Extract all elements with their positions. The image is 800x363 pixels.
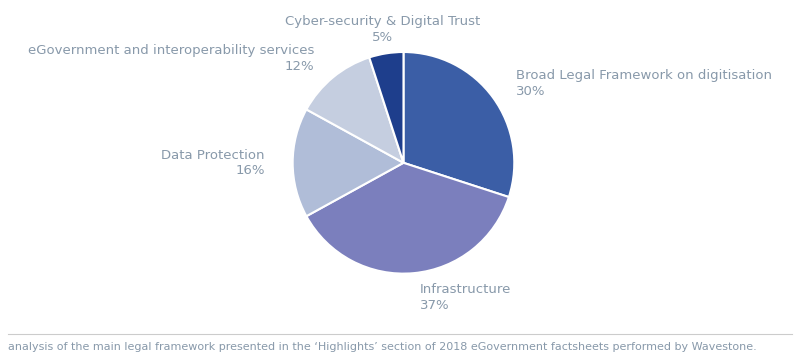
Text: 5%: 5% (372, 30, 393, 44)
Text: eGovernment and interoperability services: eGovernment and interoperability service… (28, 44, 314, 57)
Wedge shape (306, 57, 403, 163)
Text: 30%: 30% (516, 85, 546, 98)
Wedge shape (370, 52, 403, 163)
Text: analysis of the main legal framework presented in the ‘Highlights’ section of 20: analysis of the main legal framework pre… (8, 342, 757, 352)
Wedge shape (306, 163, 509, 274)
Text: 16%: 16% (235, 164, 265, 177)
Wedge shape (403, 52, 514, 197)
Text: Data Protection: Data Protection (162, 148, 265, 162)
Text: 37%: 37% (419, 299, 449, 312)
Text: Infrastructure: Infrastructure (419, 283, 511, 296)
Text: 12%: 12% (284, 60, 314, 73)
Wedge shape (293, 109, 403, 216)
Text: Broad Legal Framework on digitisation: Broad Legal Framework on digitisation (516, 69, 772, 82)
Text: Cyber-security & Digital Trust: Cyber-security & Digital Trust (285, 15, 480, 28)
